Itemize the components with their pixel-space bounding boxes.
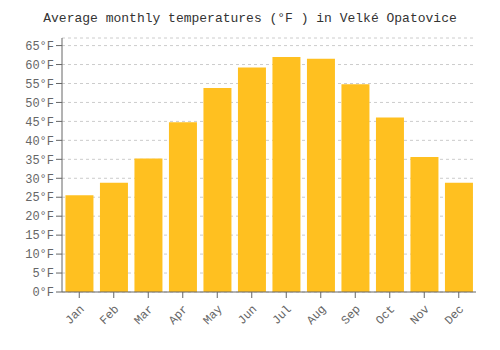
svg-text:35°F: 35°F	[25, 154, 54, 168]
svg-text:15°F: 15°F	[25, 229, 54, 243]
svg-text:Mar: Mar	[132, 303, 157, 328]
svg-text:50°F: 50°F	[25, 97, 54, 111]
svg-text:0°F: 0°F	[32, 286, 54, 300]
svg-text:Feb: Feb	[97, 303, 122, 328]
html-text:Average monthly temperatures (: Average monthly temperatures (°F ) in Ve…	[43, 11, 457, 26]
svg-text:Sep: Sep	[339, 303, 364, 328]
svg-text:10°F: 10°F	[25, 248, 54, 262]
svg-text:20°F: 20°F	[25, 210, 54, 224]
svg-text:Jul: Jul	[270, 303, 295, 328]
svg-text:Dec: Dec	[442, 303, 467, 328]
svg-text:45°F: 45°F	[25, 116, 54, 130]
svg-text:Nov: Nov	[408, 303, 433, 328]
svg-text:Oct: Oct	[373, 303, 398, 328]
svg-text:30°F: 30°F	[25, 173, 54, 187]
svg-text:Jan: Jan	[63, 303, 88, 328]
svg-text:25°F: 25°F	[25, 191, 54, 205]
svg-text:40°F: 40°F	[25, 135, 54, 149]
svg-text:65°F: 65°F	[25, 40, 54, 54]
svg-text:60°F: 60°F	[25, 59, 54, 73]
svg-text:5°F: 5°F	[32, 267, 54, 281]
svg-text:Apr: Apr	[166, 303, 191, 328]
svg-text:Aug: Aug	[304, 303, 329, 328]
svg-text:May: May	[201, 303, 226, 328]
svg-text:Jun: Jun	[235, 303, 260, 328]
svg-text:55°F: 55°F	[25, 78, 54, 92]
